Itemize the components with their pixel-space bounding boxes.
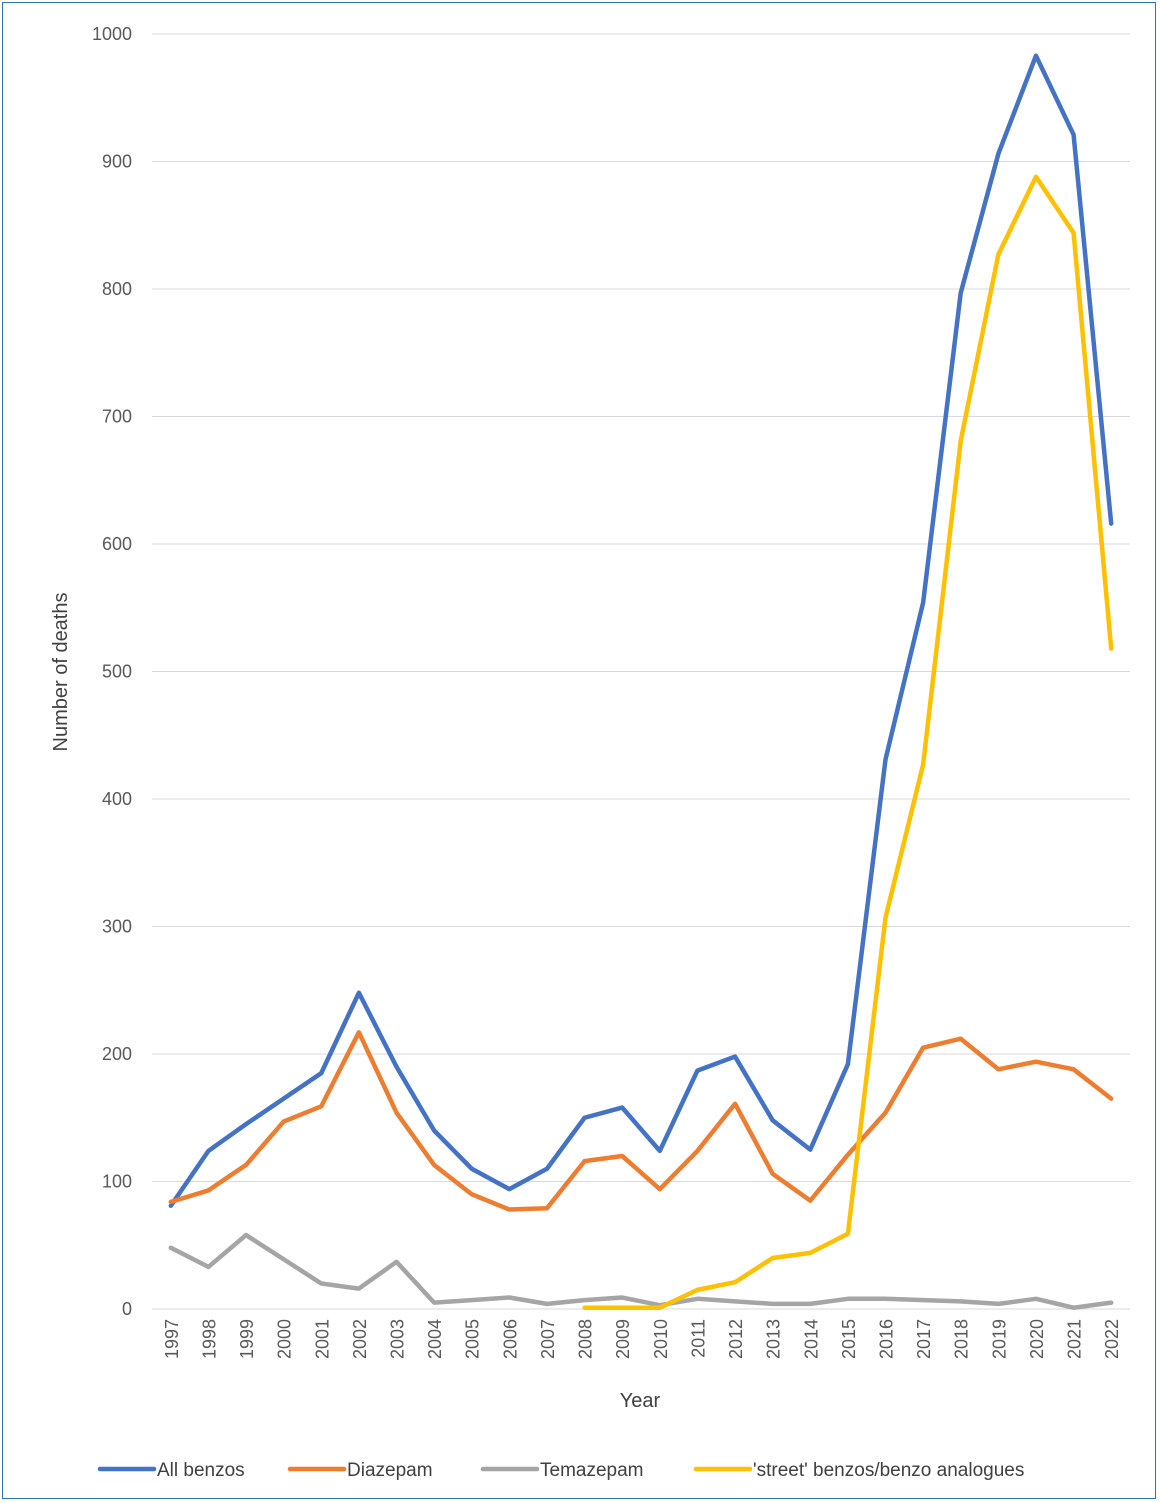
y-tick-label: 100 bbox=[102, 1172, 132, 1192]
x-tick-label: 2012 bbox=[726, 1319, 746, 1359]
x-tick-label: 2022 bbox=[1102, 1319, 1122, 1359]
x-tick-label: 2015 bbox=[839, 1319, 859, 1359]
x-tick-label: 2018 bbox=[952, 1319, 972, 1359]
x-tick-label: 1997 bbox=[162, 1319, 182, 1359]
series-lines bbox=[168, 53, 1114, 1310]
y-axis-title: Number of deaths bbox=[50, 593, 72, 752]
x-tick-label: 2001 bbox=[312, 1319, 332, 1359]
x-tick-label: 2014 bbox=[801, 1319, 821, 1359]
x-tick-label: 2010 bbox=[651, 1319, 671, 1359]
series-line-0 bbox=[168, 53, 1114, 1208]
x-tick-label: 2002 bbox=[350, 1319, 370, 1359]
y-tick-label: 1000 bbox=[92, 24, 132, 44]
legend-label: Temazepam bbox=[540, 1460, 644, 1481]
x-tick-label: 2019 bbox=[989, 1319, 1009, 1359]
x-tick-label: 2000 bbox=[275, 1319, 295, 1359]
x-tick-label: 2009 bbox=[613, 1319, 633, 1359]
y-tick-label: 400 bbox=[102, 789, 132, 809]
y-tick-label: 0 bbox=[122, 1299, 132, 1319]
x-tick-label: 2011 bbox=[688, 1319, 708, 1358]
x-tick-label: 2005 bbox=[463, 1319, 483, 1359]
y-tick-label: 500 bbox=[102, 662, 132, 682]
legend: All benzos Diazepam Temazepam 'street' benz… bbox=[97, 1460, 1024, 1481]
x-tick-label: 1999 bbox=[237, 1319, 257, 1359]
y-tick-label: 200 bbox=[102, 1044, 132, 1064]
x-tick-label: 2017 bbox=[914, 1319, 934, 1359]
x-axis-ticks: 1997 1998 1999 2000 2001 2002 2003 2004 2005 2006… bbox=[162, 1319, 1122, 1359]
x-tick-label: 2004 bbox=[425, 1319, 445, 1359]
y-tick-label: 700 bbox=[102, 407, 132, 427]
x-tick-label: 2021 bbox=[1065, 1319, 1085, 1359]
x-tick-label: 1998 bbox=[199, 1319, 219, 1359]
y-axis-ticks: 0 100 200 300 400 500 600 700 800 900 1000 bbox=[92, 24, 132, 1319]
y-tick-label: 300 bbox=[102, 917, 132, 937]
series-line-3 bbox=[582, 174, 1114, 1310]
y-tick-label: 600 bbox=[102, 534, 132, 554]
series-line-1 bbox=[168, 1030, 1114, 1212]
x-tick-label: 2007 bbox=[538, 1319, 558, 1359]
x-tick-label: 2016 bbox=[877, 1319, 897, 1359]
x-axis-title: Year bbox=[620, 1390, 661, 1412]
x-tick-label: 2003 bbox=[388, 1319, 408, 1359]
x-tick-label: 2013 bbox=[764, 1319, 784, 1359]
gridlines bbox=[152, 33, 1130, 1310]
legend-label: Diazepam bbox=[347, 1460, 433, 1481]
series-line-2 bbox=[168, 1232, 1114, 1310]
y-tick-label: 800 bbox=[102, 279, 132, 299]
y-tick-label: 900 bbox=[102, 152, 132, 172]
legend-label: All benzos bbox=[157, 1460, 245, 1481]
x-tick-label: 2008 bbox=[576, 1319, 596, 1359]
x-tick-label: 2006 bbox=[500, 1319, 520, 1359]
legend-label: 'street' benzos/benzo analogues bbox=[753, 1460, 1024, 1481]
x-tick-label: 2020 bbox=[1027, 1319, 1047, 1359]
